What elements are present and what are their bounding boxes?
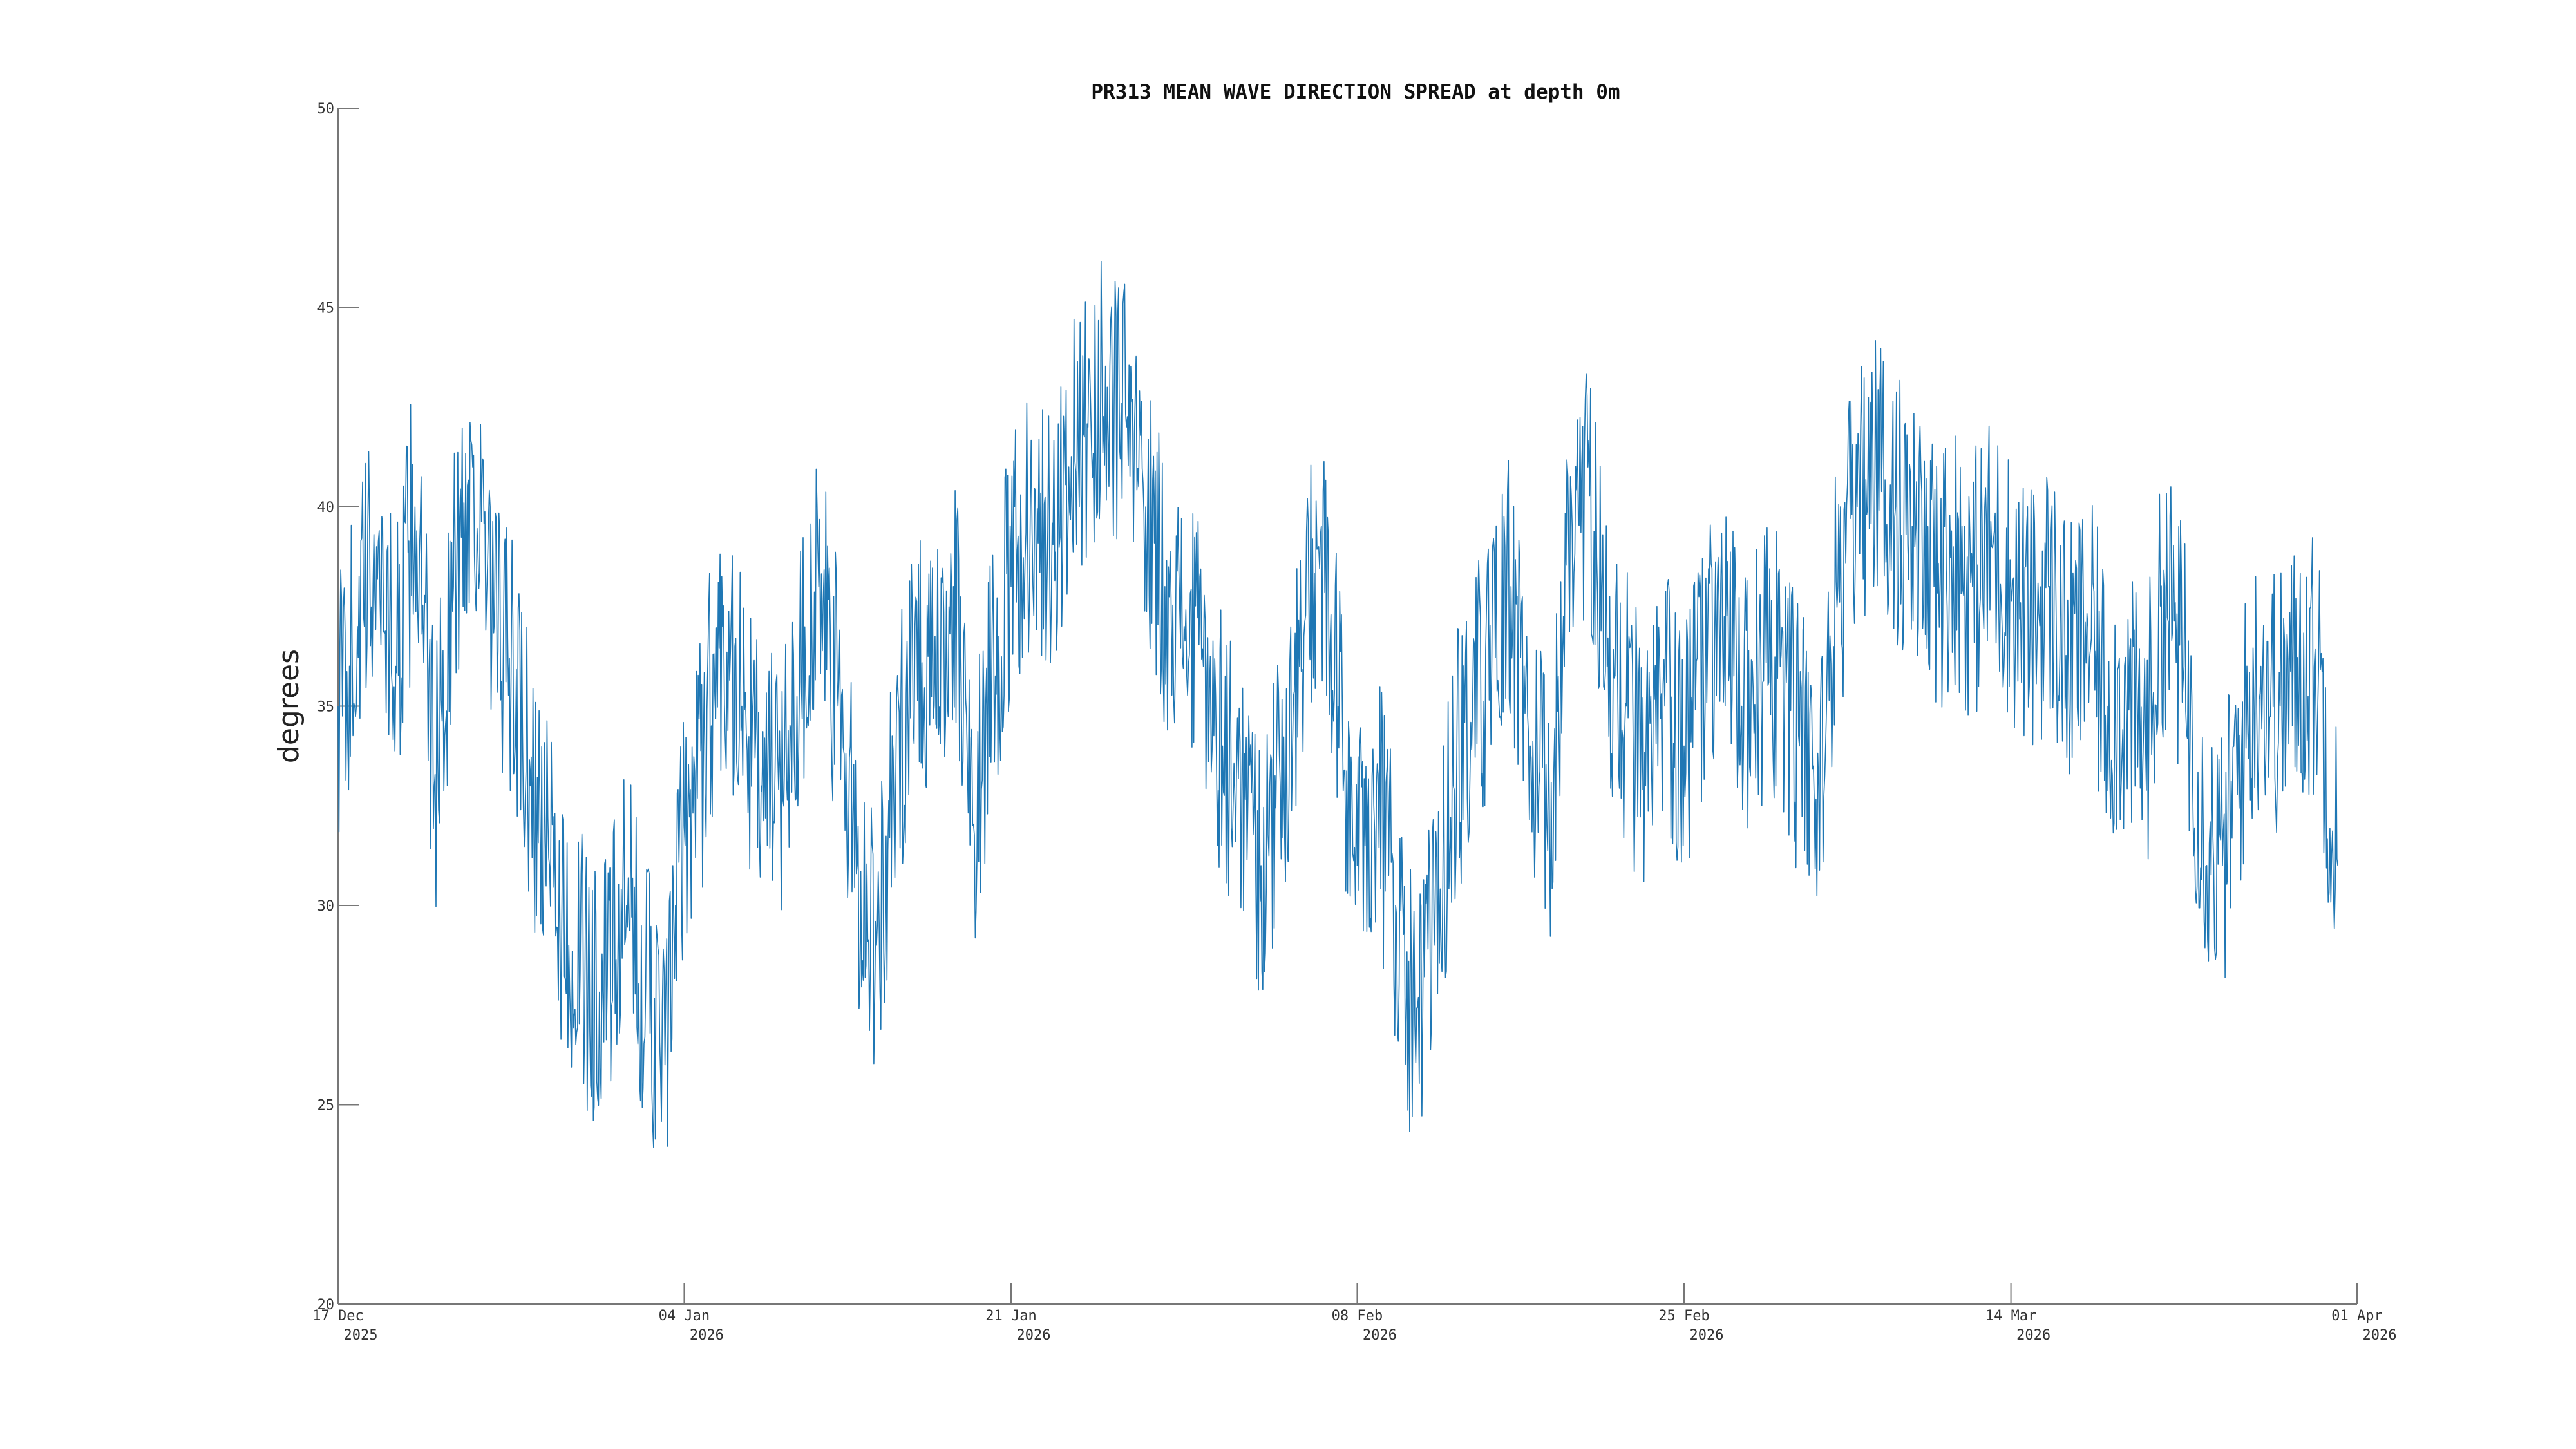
x-tick-year-label: 2026 xyxy=(1690,1327,1724,1343)
x-tick-label: 01 Apr xyxy=(2331,1308,2382,1324)
y-tick-label: 45 xyxy=(317,301,335,317)
series-layer xyxy=(337,261,2338,1148)
y-tick-label: 20 xyxy=(317,1297,335,1313)
y-tick-label: 35 xyxy=(317,699,335,715)
x-tick-year-label: 2026 xyxy=(1363,1327,1397,1343)
y-tick-label: 30 xyxy=(317,898,335,914)
x-tick-label: 17 Dec xyxy=(312,1308,363,1324)
x-tick-label: 08 Feb xyxy=(1332,1308,1383,1324)
x-tick-label: 21 Jan xyxy=(985,1308,1036,1324)
x-tick-year-label: 2025 xyxy=(344,1327,378,1343)
x-axis: 17 Dec 2025 04 Jan 2026 21 Jan 2026 08 Feb 2026… xyxy=(312,1283,2396,1343)
x-tick-year-label: 2026 xyxy=(2363,1327,2397,1343)
y-axis-label: degrees xyxy=(272,649,305,763)
y-tick-label: 50 xyxy=(317,101,335,117)
series-line-0 xyxy=(337,261,2338,1148)
y-tick-label: 25 xyxy=(317,1098,335,1114)
x-tick-year-label: 2026 xyxy=(690,1327,724,1343)
x-tick-label: 25 Feb xyxy=(1658,1308,1709,1324)
x-tick-year-label: 2026 xyxy=(1017,1327,1051,1343)
y-tick-label: 40 xyxy=(317,500,335,516)
x-tick-label: 04 Jan xyxy=(659,1308,710,1324)
x-tick-label: 14 Mar xyxy=(1985,1308,2036,1324)
x-tick-year-label: 2026 xyxy=(2016,1327,2050,1343)
chart-title: PR313 MEAN WAVE DIRECTION SPREAD at dept… xyxy=(1091,80,1620,104)
